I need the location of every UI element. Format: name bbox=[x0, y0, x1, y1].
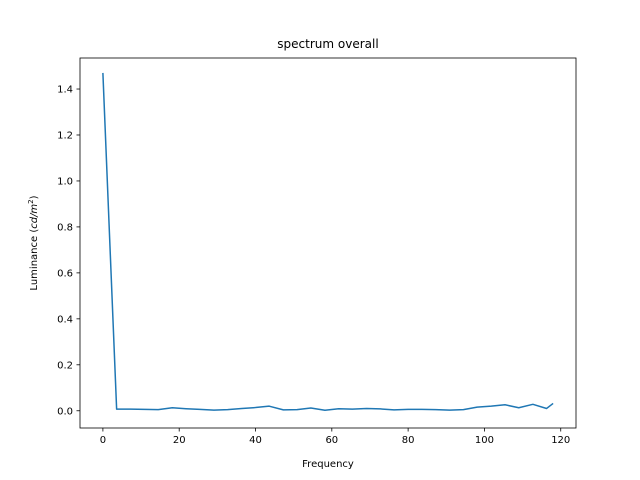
x-tick-label: 40 bbox=[249, 435, 262, 446]
x-tick-label: 0 bbox=[100, 435, 106, 446]
y-tick-label: 0.4 bbox=[57, 314, 73, 325]
x-tick-label: 20 bbox=[173, 435, 186, 446]
y-tick-label: 0.2 bbox=[57, 360, 73, 371]
series-line-0 bbox=[102, 72, 554, 412]
y-tick-label: 1.4 bbox=[57, 85, 73, 96]
x-tick-label: 120 bbox=[551, 435, 570, 446]
y-tick-label: 1.0 bbox=[57, 176, 73, 187]
x-tick-label: 80 bbox=[402, 435, 415, 446]
y-axis-label-unit-exponent: 2 bbox=[27, 199, 35, 203]
y-tick-label: 0.0 bbox=[57, 406, 73, 417]
y-tick-label: 1.2 bbox=[57, 130, 73, 141]
series-line-group bbox=[102, 72, 554, 412]
x-axis-label: Frequency bbox=[302, 459, 354, 470]
y-tick-label: 0.8 bbox=[57, 222, 73, 233]
y-axis-label-main: Luminance ( bbox=[29, 229, 40, 291]
y-axis-label-unit: cd/m bbox=[29, 204, 40, 229]
y-tick-label: 0.6 bbox=[57, 268, 73, 279]
x-tick-label: 100 bbox=[475, 435, 494, 446]
plot-frame bbox=[79, 57, 577, 429]
y-axis: 0.0 0.2 0.4 0.6 0.8 1.0 1.2 1.4 bbox=[57, 85, 80, 417]
y-axis-label: Luminance (cd/m2) bbox=[27, 195, 40, 290]
x-tick-label: 60 bbox=[325, 435, 338, 446]
x-axis: 0 20 40 60 80 100 120 bbox=[100, 428, 570, 446]
y-axis-label-close: ) bbox=[29, 195, 40, 199]
chart-title: spectrum overall bbox=[277, 37, 378, 51]
